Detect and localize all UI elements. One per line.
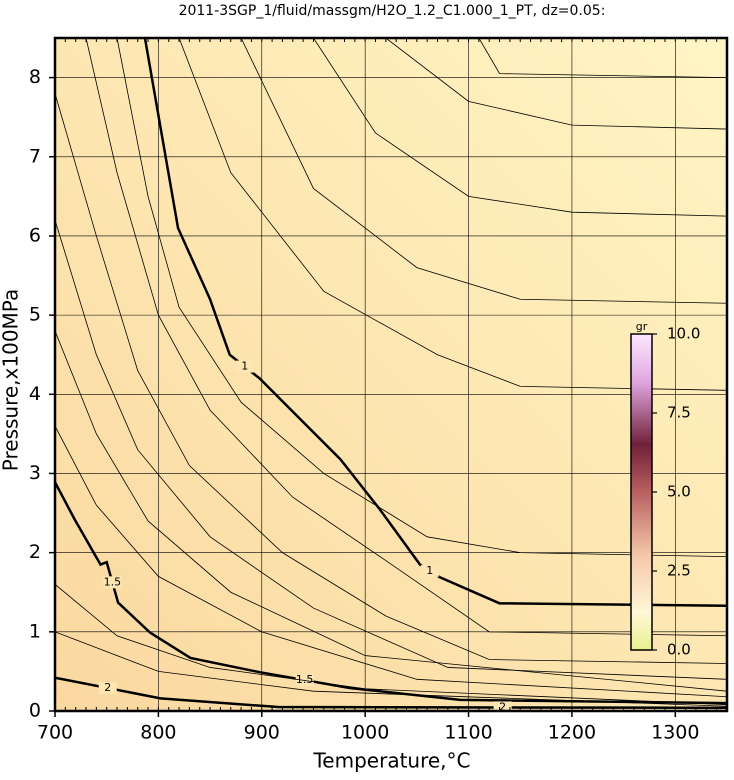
y-tick-label: 3: [29, 462, 41, 484]
x-tick-label: 700: [37, 722, 73, 744]
y-tick-label: 5: [29, 304, 41, 326]
contour-line: [85, 38, 727, 637]
contour-label: 2: [499, 700, 506, 713]
y-tick-label: 7: [29, 145, 41, 167]
colorbar-tick-label: 2.5: [667, 562, 691, 580]
colorbar-tick-label: 7.5: [667, 404, 691, 422]
x-tick-label: 900: [244, 722, 280, 744]
contour-label: 1.5: [296, 673, 314, 686]
contour-label: 1.5: [104, 575, 122, 588]
colorbar-tick-label: 5.0: [667, 483, 691, 501]
colorbar: [630, 333, 653, 651]
contour-label: 1: [426, 564, 433, 577]
y-tick-label: 8: [29, 66, 41, 88]
y-axis-label: Pressure,x100MPa: [0, 289, 23, 471]
y-tick-label: 1: [29, 620, 41, 642]
x-tick-label: 1100: [444, 722, 492, 744]
x-tick-label: 1300: [651, 722, 699, 744]
contour-line: [55, 93, 727, 664]
contours: 1 1 1.5 1.5 2 2: [55, 38, 727, 713]
contour-line: [55, 219, 727, 680]
contour-line: [313, 38, 727, 217]
x-tick-label: 800: [140, 722, 176, 744]
contour-line: [385, 38, 727, 130]
contour-line: [240, 38, 727, 304]
y-tick-label: 2: [29, 541, 41, 563]
contour-label: 1: [241, 360, 248, 373]
contour-line-labeled: [143, 38, 727, 607]
colorbar-tick-label: 10.0: [667, 325, 700, 343]
contour-label-bg: [235, 360, 254, 373]
contour-line-labeled: [55, 481, 727, 705]
contour-label-bg: [103, 576, 122, 589]
y-tick-label: 0: [29, 700, 41, 722]
contour-line: [55, 425, 727, 698]
x-tick-label: 1000: [341, 722, 389, 744]
x-axis-label: Temperature,°C: [312, 749, 470, 773]
contour-line: [55, 631, 727, 707]
contour-line: [116, 38, 727, 558]
contour-label-bg: [98, 682, 117, 695]
contour-line: [178, 38, 727, 391]
contour-line: [55, 584, 727, 706]
y-tick-label: 6: [29, 224, 41, 246]
plot-area: [55, 38, 727, 711]
colorbar-tick-label: 0.0: [667, 641, 691, 659]
colorbar-label: gr: [636, 320, 648, 333]
chart-title: 2011-3SGP_1/fluid/massgm/H2O_1.2_C1.000_…: [179, 3, 606, 19]
y-tick-label: 4: [29, 383, 41, 405]
contour-line: [478, 38, 727, 78]
x-tick-label: 1200: [548, 722, 596, 744]
contour-line: [55, 330, 727, 692]
contour-label-bg: [420, 564, 439, 577]
contour-label: 2: [104, 681, 111, 694]
contour-label-bg: [493, 701, 512, 711]
plot-frame: [53, 36, 729, 713]
